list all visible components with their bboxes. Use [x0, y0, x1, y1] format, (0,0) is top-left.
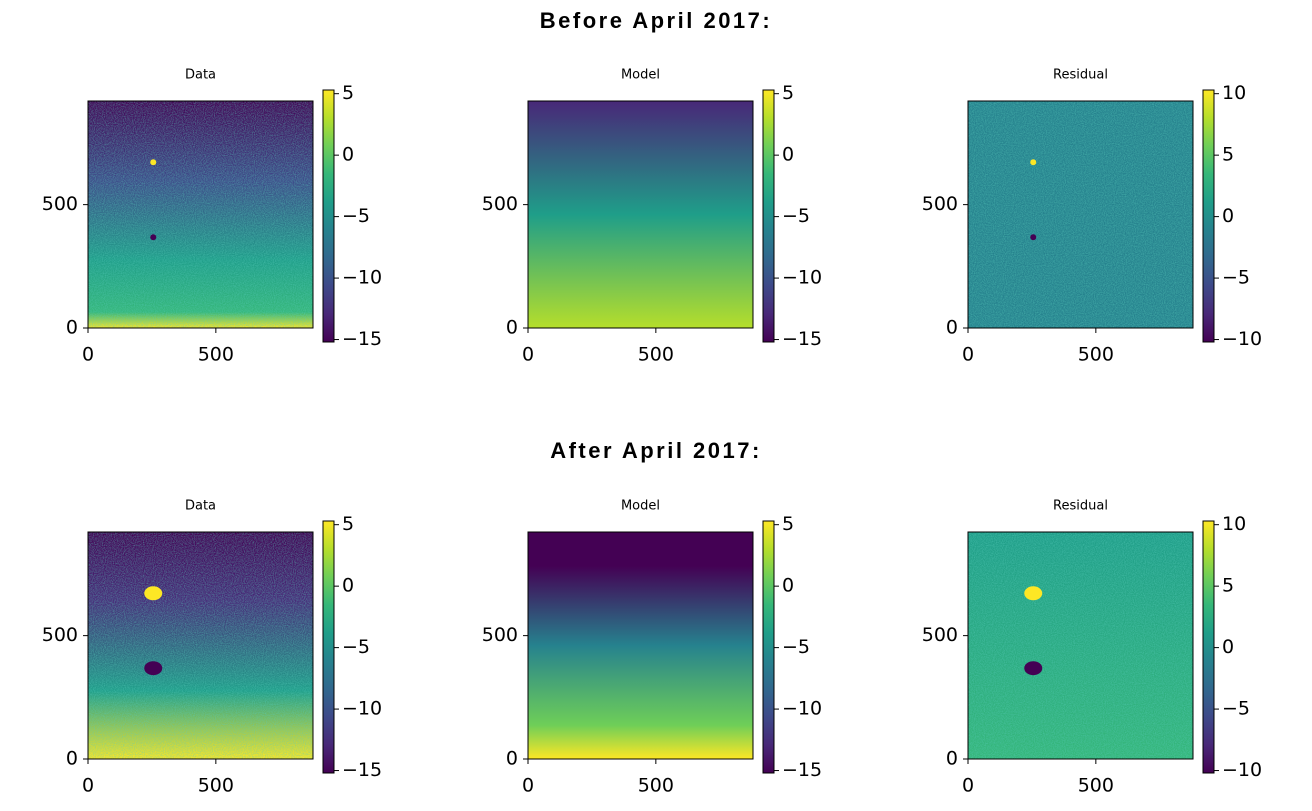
panel-title: Model — [621, 68, 660, 83]
colorbar — [762, 89, 775, 343]
image-noise — [88, 532, 313, 759]
dark-spot — [1024, 661, 1043, 676]
bright-spot — [1030, 159, 1037, 166]
bright-spot — [1024, 586, 1043, 601]
colorbar — [1202, 520, 1215, 774]
y-tick-label: 500 — [482, 624, 518, 646]
colorbar — [1202, 89, 1215, 343]
axes-frame — [967, 100, 1194, 329]
colorbar-tick-label: −15 — [782, 759, 822, 781]
axes-frame — [967, 531, 1194, 760]
colorbar-tick-label: −5 — [342, 205, 370, 227]
axes-frame — [527, 531, 754, 760]
colorbar-tick-label: 5 — [342, 513, 354, 535]
y-tick-label: 500 — [42, 193, 78, 215]
x-tick-label: 500 — [638, 344, 674, 366]
colorbar-tick-label: 0 — [782, 575, 794, 597]
colorbar-tick-label: 0 — [782, 144, 794, 166]
y-tick-label: 500 — [922, 624, 958, 646]
colorbar-tick-label: 5 — [782, 513, 794, 535]
axes-frame — [87, 531, 314, 760]
panel-title: Residual — [1053, 499, 1108, 514]
x-tick-label: 500 — [1078, 344, 1114, 366]
dark-spot — [1030, 234, 1037, 241]
colorbar-tick-label: −5 — [342, 636, 370, 658]
y-tick-label: 0 — [946, 748, 958, 770]
panel-title: Model — [621, 499, 660, 514]
image — [528, 101, 753, 328]
colorbar-tick-label: 0 — [342, 575, 354, 597]
section-title: After April 2017: — [550, 438, 762, 463]
y-tick-label: 0 — [506, 748, 518, 770]
colorbar-tick-label: −5 — [1222, 267, 1250, 289]
colorbar-tick-label: −5 — [1222, 698, 1250, 720]
colorbar-tick-label: −15 — [342, 759, 382, 781]
x-tick-label: 500 — [1078, 775, 1114, 797]
colorbar — [322, 89, 335, 343]
axes-frame — [87, 100, 314, 329]
section-title: Before April 2017: — [540, 8, 772, 33]
image-noise — [968, 101, 1193, 328]
y-tick-label: 0 — [506, 317, 518, 339]
x-tick-label: 0 — [522, 344, 534, 366]
colorbar-tick-label: 0 — [342, 144, 354, 166]
colorbar-tick-label: 5 — [1222, 575, 1234, 597]
colorbar-tick-label: −10 — [782, 267, 822, 289]
image-noise — [88, 101, 313, 328]
colorbar-tick-label: 5 — [342, 82, 354, 104]
dark-spot — [144, 661, 163, 676]
x-tick-label: 0 — [82, 775, 94, 797]
colorbar — [762, 520, 775, 774]
image — [528, 532, 753, 759]
colorbar-tick-label: −15 — [782, 328, 822, 350]
x-tick-label: 500 — [198, 775, 234, 797]
panel-title: Data — [185, 68, 216, 83]
bright-spot — [144, 586, 163, 601]
y-tick-label: 0 — [66, 748, 78, 770]
y-tick-label: 500 — [42, 624, 78, 646]
y-tick-label: 0 — [66, 317, 78, 339]
colorbar-tick-label: 5 — [1222, 144, 1234, 166]
colorbar-tick-label: −10 — [342, 698, 382, 720]
x-tick-label: 0 — [962, 775, 974, 797]
panel-title: Data — [185, 499, 216, 514]
colorbar-tick-label: −10 — [1222, 328, 1262, 350]
y-tick-label: 500 — [922, 193, 958, 215]
colorbar-tick-label: 0 — [1222, 636, 1234, 658]
image-noise — [968, 532, 1193, 759]
x-tick-label: 0 — [82, 344, 94, 366]
colorbar-tick-label: 0 — [1222, 205, 1234, 227]
colorbar-tick-label: 10 — [1222, 82, 1246, 104]
dark-spot — [150, 234, 157, 241]
colorbar-tick-label: −10 — [782, 698, 822, 720]
bright-spot — [150, 159, 157, 166]
x-tick-label: 500 — [638, 775, 674, 797]
colorbar-tick-label: 5 — [782, 82, 794, 104]
colorbar-tick-label: −10 — [1222, 759, 1262, 781]
y-tick-label: 500 — [482, 193, 518, 215]
x-tick-label: 0 — [962, 344, 974, 366]
y-tick-label: 0 — [946, 317, 958, 339]
colorbar-tick-label: −15 — [342, 328, 382, 350]
axes-frame — [527, 100, 754, 329]
colorbar-tick-label: −5 — [782, 636, 810, 658]
colorbar — [322, 520, 335, 774]
colorbar-tick-label: −10 — [342, 267, 382, 289]
x-tick-label: 0 — [522, 775, 534, 797]
colorbar-tick-label: 10 — [1222, 513, 1246, 535]
colorbar-tick-label: −5 — [782, 205, 810, 227]
x-tick-label: 500 — [198, 344, 234, 366]
panel-title: Residual — [1053, 68, 1108, 83]
